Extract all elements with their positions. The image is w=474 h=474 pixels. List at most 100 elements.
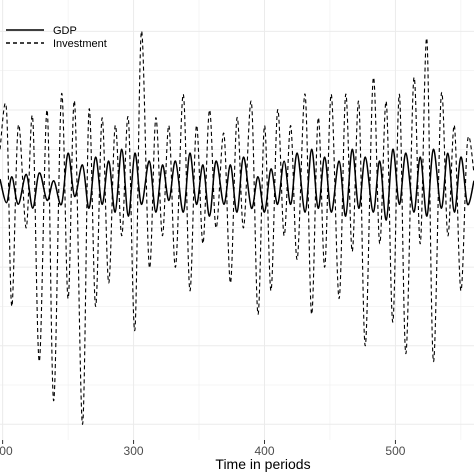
data-point-gdp — [61, 204, 62, 205]
data-point-investment — [53, 400, 54, 401]
legend-label-gdp: GDP — [53, 25, 77, 37]
data-point-investment — [264, 125, 265, 126]
data-point-gdp — [339, 161, 340, 162]
series-line-gdp — [0, 148, 474, 221]
data-point-gdp — [149, 161, 150, 162]
data-point-investment — [149, 267, 150, 268]
data-point-investment — [297, 259, 298, 260]
data-point-gdp — [26, 174, 27, 175]
data-point-gdp — [243, 157, 244, 158]
data-point-gdp — [102, 204, 103, 205]
data-point-gdp — [284, 161, 285, 162]
data-point-gdp — [297, 153, 298, 154]
data-point-gdp — [318, 208, 319, 209]
data-point-investment — [460, 290, 461, 291]
data-point-gdp — [11, 176, 12, 177]
data-point-gdp — [433, 149, 434, 150]
data-point-gdp — [467, 204, 468, 205]
data-point-gdp — [420, 157, 421, 158]
legend: GDP Investment — [6, 25, 107, 50]
data-point-gdp — [460, 157, 461, 158]
data-point-investment — [162, 235, 163, 236]
data-point-investment — [290, 125, 291, 126]
data-point-gdp — [365, 157, 366, 158]
data-point-investment — [447, 235, 448, 236]
data-point-investment — [433, 361, 434, 362]
x-tick-label: 200 — [0, 444, 13, 458]
series-layer — [0, 30, 474, 425]
data-point-investment — [311, 314, 312, 315]
series-line-investment — [0, 30, 474, 425]
data-point-investment — [6, 109, 7, 110]
data-point-gdp — [379, 161, 380, 162]
data-point-gdp — [454, 212, 455, 213]
data-point-investment — [82, 424, 83, 425]
data-point-gdp — [39, 172, 40, 173]
data-point-investment — [236, 117, 237, 118]
data-point-gdp — [257, 176, 258, 177]
data-point-investment — [183, 94, 184, 95]
data-point-investment — [102, 117, 103, 118]
data-point-gdp — [305, 212, 306, 213]
data-point-gdp — [392, 149, 393, 150]
data-point-gdp — [155, 212, 156, 213]
data-point-gdp — [311, 149, 312, 150]
data-point-gdp — [399, 204, 400, 205]
data-point-gdp — [251, 208, 252, 209]
data-point-gdp — [141, 204, 142, 205]
data-point-investment — [141, 31, 142, 32]
data-point-investment — [230, 282, 231, 283]
data-point-gdp — [189, 153, 190, 154]
data-point-investment — [196, 125, 197, 126]
data-point-investment — [352, 251, 353, 252]
data-point-gdp — [405, 153, 406, 154]
data-point-gdp — [168, 200, 169, 201]
data-point-investment — [331, 94, 332, 95]
data-point-gdp — [134, 153, 135, 154]
data-point-gdp — [202, 164, 203, 165]
data-point-investment — [95, 306, 96, 307]
data-point-investment — [26, 227, 27, 228]
data-point-investment — [202, 243, 203, 244]
data-point-investment — [251, 102, 252, 103]
data-point-gdp — [18, 204, 19, 205]
data-point-investment — [175, 267, 176, 268]
data-point-gdp — [6, 202, 7, 203]
data-point-investment — [11, 306, 12, 307]
data-point-gdp — [345, 216, 346, 217]
data-point-investment — [277, 109, 278, 110]
data-point-investment — [32, 117, 33, 118]
data-point-investment — [88, 109, 89, 110]
data-point-investment — [128, 117, 129, 118]
data-point-gdp — [47, 200, 48, 201]
data-point-investment — [270, 290, 271, 291]
data-point-investment — [121, 235, 122, 236]
data-point-gdp — [196, 204, 197, 205]
data-point-investment — [223, 133, 224, 134]
legend-label-investment: Investment — [53, 38, 107, 50]
data-point-gdp — [236, 212, 237, 213]
data-point-gdp — [32, 208, 33, 209]
data-point-investment — [18, 125, 19, 126]
data-point-investment — [215, 227, 216, 228]
data-point-gdp — [426, 216, 427, 217]
data-point-investment — [108, 282, 109, 283]
data-point-gdp — [290, 204, 291, 205]
data-point-gdp — [277, 204, 278, 205]
data-point-investment — [426, 39, 427, 40]
data-point-gdp — [230, 164, 231, 165]
data-point-gdp — [447, 153, 448, 154]
data-point-gdp — [121, 149, 122, 150]
data-point-gdp — [441, 208, 442, 209]
data-point-gdp — [324, 157, 325, 158]
data-point-investment — [365, 345, 366, 346]
data-point-investment — [284, 235, 285, 236]
data-point-investment — [420, 243, 421, 244]
data-point-gdp — [68, 153, 69, 154]
data-point-investment — [209, 109, 210, 110]
x-tick-label: 500 — [385, 444, 405, 458]
grid — [0, 0, 474, 440]
data-point-gdp — [88, 208, 89, 209]
data-point-investment — [392, 322, 393, 323]
